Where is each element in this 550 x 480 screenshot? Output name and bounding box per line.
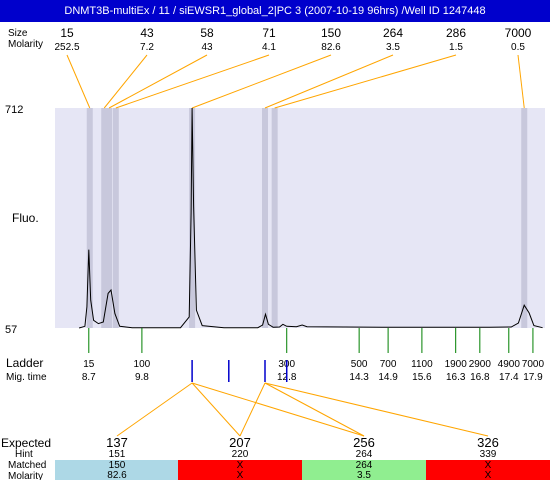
row-label-molarity: Molarity — [8, 471, 43, 480]
ladder-time-label: 16.3 — [446, 372, 466, 383]
expected-connector-line — [191, 382, 365, 437]
expected-size: 326 — [477, 435, 499, 450]
header-peak-molarity: 1.5 — [449, 42, 463, 53]
header-connector-line — [517, 54, 525, 109]
header-peak-size: 264 — [383, 26, 403, 40]
match-status-cell — [178, 460, 302, 480]
peak-band — [262, 108, 268, 328]
header-connector-line — [103, 54, 148, 109]
header-peak-molarity: 7.2 — [140, 42, 154, 53]
ladder-time-label: 16.8 — [470, 372, 490, 383]
header-peak-molarity: 252.5 — [54, 42, 79, 53]
y-tick-label: 57 — [5, 324, 17, 336]
header-label-molarity: Molarity — [8, 39, 43, 50]
match-status-cell — [302, 460, 426, 480]
plot-area: 712 57 Fluo. — [5, 54, 545, 336]
hint-value: 339 — [480, 449, 497, 460]
matched-molarity: X — [237, 470, 244, 480]
matched-molarity: 82.6 — [107, 470, 127, 480]
header-peak-size: 7000 — [505, 26, 532, 40]
ladder-time-label: 14.9 — [378, 372, 398, 383]
y-axis-label: Fluo. — [12, 211, 39, 225]
window-title: DNMT3B-multiEx / 11 / siEWSR1_global_2|P… — [0, 0, 550, 22]
peak-band — [86, 108, 93, 328]
ladder-time-label: 9.8 — [135, 372, 149, 383]
header-peak-size: 43 — [140, 26, 154, 40]
expected-size: 207 — [229, 435, 251, 450]
header-label-size: Size — [8, 28, 28, 39]
row-label-hint: Hint — [15, 449, 33, 460]
expected-size: 137 — [106, 435, 128, 450]
header-connector-line — [66, 54, 91, 109]
header-connector-line — [274, 54, 457, 109]
header-peak-size: 15 — [60, 26, 74, 40]
expected-connector-line — [264, 382, 489, 437]
header-connector-line — [115, 54, 270, 109]
matched-value: X — [485, 460, 492, 471]
header-peak-molarity: 82.6 — [321, 42, 341, 53]
header-peak-size: 150 — [321, 26, 341, 40]
header-peak-molarity: 0.5 — [511, 42, 525, 53]
header-peak-size: 286 — [446, 26, 466, 40]
expected-connector-line — [264, 382, 365, 437]
match-status-cell — [426, 460, 550, 480]
ladder-time-label: 8.7 — [82, 372, 96, 383]
ladder-size-label: 15 — [83, 359, 95, 370]
header-connector-line — [191, 54, 332, 109]
header-peak-molarity: 3.5 — [386, 42, 400, 53]
peak-band — [101, 108, 108, 328]
header-connector-line — [264, 54, 394, 109]
ladder-label: Ladder — [6, 356, 43, 370]
mig-time-label: Mig. time — [6, 372, 47, 383]
peak-band — [271, 108, 278, 328]
ladder-size-label: 700 — [380, 359, 397, 370]
header-peak-size: 71 — [262, 26, 276, 40]
expected-size: 256 — [353, 435, 375, 450]
ladder-time-label: 17.9 — [523, 372, 543, 383]
peak-band — [189, 108, 196, 328]
ladder-size-label: 100 — [134, 359, 151, 370]
ladder-size-label: 2900 — [469, 359, 492, 370]
ladder-size-label: 1900 — [445, 359, 468, 370]
matched-value: 264 — [356, 460, 373, 471]
hint-value: 220 — [232, 449, 249, 460]
header-peak-size: 58 — [200, 26, 214, 40]
ladder-size-label: 4900 — [498, 359, 521, 370]
row-label-expected: Expected — [1, 436, 51, 450]
match-status-cell — [55, 460, 179, 480]
matched-molarity: X — [485, 470, 492, 480]
ladder-time-label: 17.4 — [499, 372, 519, 383]
header-peak-molarity: 4.1 — [262, 42, 276, 53]
matched-molarity: 3.5 — [357, 470, 371, 480]
ladder-size-label: 7000 — [522, 359, 545, 370]
header-peak-molarity: 43 — [201, 42, 213, 53]
fluorescence-trace — [78, 107, 543, 329]
expected-connector-line — [116, 382, 193, 437]
peak-band — [106, 108, 113, 328]
expected-connector-line — [239, 382, 266, 437]
ladder-size-label: 500 — [351, 359, 368, 370]
peak-band — [521, 108, 528, 328]
hint-value: 151 — [109, 449, 126, 460]
y-tick-label: 712 — [5, 104, 23, 116]
peak-band — [112, 108, 119, 328]
matched-value: 150 — [109, 460, 126, 471]
row-label-matched: Matched — [8, 460, 46, 471]
header-connector-line — [108, 54, 208, 109]
plot-background — [55, 108, 545, 328]
ladder-time-label: 15.6 — [412, 372, 432, 383]
expected-connector-line — [191, 382, 241, 437]
matched-value: X — [237, 460, 244, 471]
ladder-size-label: 1100 — [411, 359, 433, 370]
hint-value: 264 — [356, 449, 373, 460]
ladder-time-label: 14.3 — [349, 372, 369, 383]
